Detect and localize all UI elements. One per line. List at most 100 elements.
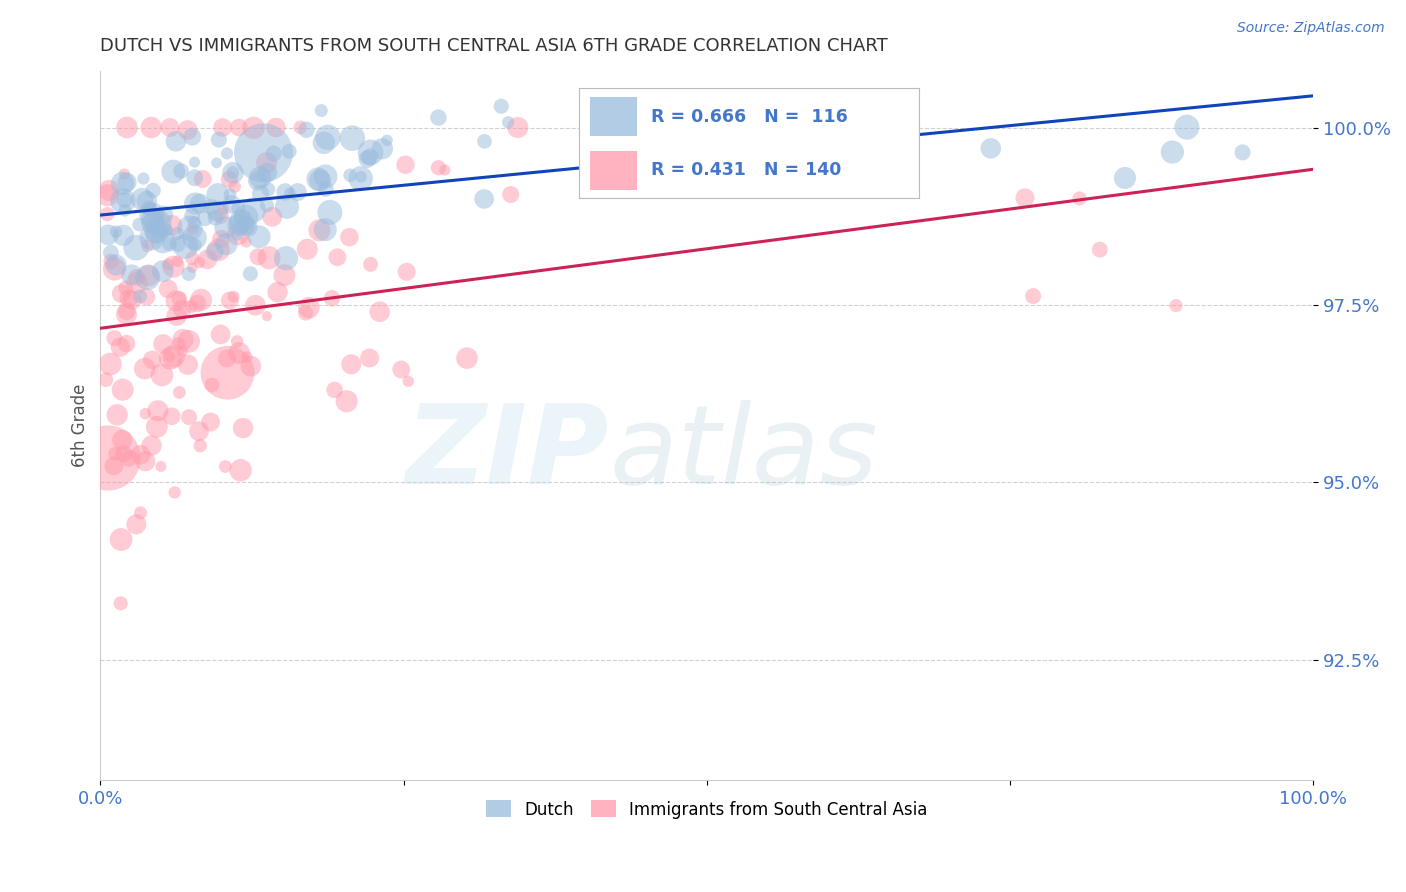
Point	[115, 336, 138, 351]
Point	[323, 383, 346, 397]
Point	[188, 196, 211, 211]
Point	[166, 236, 188, 251]
Point	[142, 212, 165, 227]
Point	[228, 120, 250, 135]
Point	[264, 120, 287, 135]
Point	[1022, 289, 1045, 303]
Point	[900, 157, 922, 171]
Point	[242, 120, 264, 135]
Point	[145, 224, 167, 238]
Point	[94, 373, 117, 387]
Point	[181, 221, 204, 235]
Point	[226, 227, 249, 242]
Point	[111, 433, 134, 447]
Point	[159, 120, 181, 135]
Point	[350, 169, 373, 184]
Point	[308, 223, 330, 237]
Point	[204, 244, 226, 259]
Point	[128, 218, 150, 232]
Point	[121, 293, 143, 307]
Point	[159, 351, 181, 366]
Point	[263, 146, 285, 161]
Point	[228, 218, 250, 232]
Point	[256, 198, 278, 212]
Text: DUTCH VS IMMIGRANTS FROM SOUTH CENTRAL ASIA 6TH GRADE CORRELATION CHART: DUTCH VS IMMIGRANTS FROM SOUTH CENTRAL A…	[100, 37, 889, 55]
Point	[121, 268, 143, 282]
Point	[136, 270, 159, 285]
Point	[112, 167, 135, 181]
Point	[135, 290, 157, 304]
Point	[183, 231, 205, 245]
Point	[278, 186, 301, 201]
Point	[112, 447, 135, 461]
Point	[115, 304, 138, 318]
Point	[153, 223, 176, 237]
Point	[249, 186, 271, 201]
Point	[218, 172, 240, 186]
Point	[191, 172, 214, 186]
Point	[456, 351, 478, 365]
Point	[214, 220, 236, 235]
Point	[172, 344, 194, 359]
Point	[215, 351, 238, 366]
Point	[181, 260, 204, 275]
Point	[252, 145, 274, 160]
Point	[110, 533, 132, 547]
Point	[242, 202, 264, 217]
Point	[496, 115, 519, 129]
Point	[1161, 145, 1184, 159]
Point	[170, 164, 193, 178]
Point	[371, 142, 394, 156]
Point	[1164, 299, 1187, 313]
Point	[474, 134, 496, 148]
Point	[177, 334, 200, 349]
Point	[141, 352, 163, 367]
Point	[114, 193, 136, 207]
Point	[149, 459, 172, 474]
Point	[110, 286, 132, 301]
Point	[172, 302, 194, 317]
Point	[111, 383, 134, 397]
Point	[221, 197, 243, 211]
Point	[159, 350, 181, 364]
Point	[153, 208, 176, 222]
Point	[247, 229, 270, 244]
Point	[229, 463, 252, 477]
Point	[215, 237, 238, 252]
Point	[360, 257, 382, 271]
Point	[222, 165, 245, 179]
Point	[132, 171, 155, 186]
Point	[224, 179, 246, 194]
Point	[111, 194, 134, 208]
Point	[350, 171, 373, 186]
Point	[180, 300, 202, 314]
Point	[235, 235, 257, 249]
Point	[315, 182, 337, 196]
Point	[146, 419, 169, 434]
Point	[103, 262, 125, 277]
Point	[235, 219, 257, 233]
Point	[183, 216, 205, 230]
Point	[245, 298, 267, 312]
Point	[212, 202, 235, 216]
Point	[276, 200, 298, 214]
Point	[274, 185, 297, 199]
Point	[257, 182, 280, 196]
Point	[489, 99, 512, 113]
Point	[141, 120, 163, 135]
Point	[278, 145, 301, 159]
Point	[207, 187, 229, 202]
Point	[177, 358, 200, 372]
Point	[309, 103, 332, 118]
Point	[135, 194, 157, 209]
Point	[326, 250, 349, 264]
Point	[246, 174, 269, 188]
Point	[174, 239, 197, 253]
Point	[167, 336, 190, 351]
Point	[246, 250, 269, 264]
Point	[359, 351, 381, 365]
Point	[368, 304, 391, 318]
Point	[145, 225, 167, 239]
Point	[214, 459, 236, 474]
Point	[266, 285, 288, 300]
